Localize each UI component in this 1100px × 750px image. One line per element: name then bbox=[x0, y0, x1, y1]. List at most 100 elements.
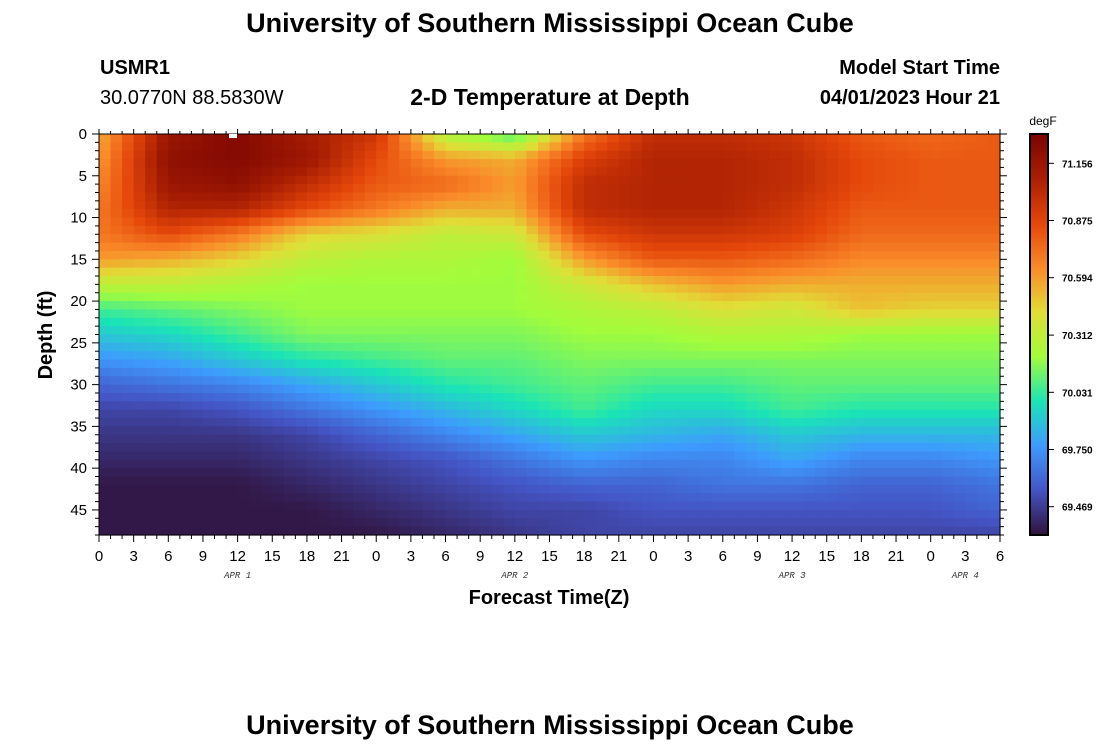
heatmap-cell bbox=[930, 317, 943, 327]
heatmap-cell bbox=[711, 292, 724, 302]
heatmap-cell bbox=[503, 434, 516, 444]
heatmap-cell bbox=[838, 418, 851, 427]
heatmap-cell bbox=[353, 134, 366, 143]
heatmap-cell bbox=[722, 159, 735, 169]
heatmap-cell bbox=[179, 234, 193, 244]
heatmap-cell bbox=[595, 142, 608, 152]
heatmap-cell bbox=[595, 468, 608, 478]
heatmap-cell bbox=[122, 250, 135, 260]
heatmap-cell bbox=[896, 267, 909, 277]
heatmap-cell bbox=[353, 409, 366, 419]
heatmap-cell bbox=[249, 309, 262, 319]
heatmap-cell bbox=[191, 242, 204, 252]
heatmap-cell bbox=[792, 434, 805, 444]
heatmap-cell bbox=[399, 309, 412, 319]
heatmap-cell bbox=[99, 209, 112, 219]
heatmap-cell bbox=[514, 276, 527, 285]
heatmap-cell bbox=[711, 242, 724, 252]
heatmap-cell bbox=[815, 217, 828, 227]
heatmap-cell bbox=[272, 367, 285, 377]
heatmap-cell bbox=[110, 159, 123, 169]
heatmap-cell bbox=[260, 209, 273, 219]
heatmap-cell bbox=[919, 142, 932, 152]
heatmap-cell bbox=[387, 459, 400, 469]
heatmap-cell bbox=[110, 359, 123, 369]
heatmap-cell bbox=[849, 184, 862, 194]
heatmap-cell bbox=[272, 200, 285, 210]
heatmap-cell bbox=[745, 351, 759, 361]
heatmap-cell bbox=[133, 493, 146, 503]
heatmap-cell bbox=[260, 351, 273, 361]
heatmap-cell bbox=[341, 250, 354, 260]
heatmap-cell bbox=[757, 150, 770, 160]
heatmap-cell bbox=[179, 493, 193, 503]
heatmap-cell bbox=[561, 326, 574, 336]
heatmap-cell bbox=[976, 518, 990, 528]
heatmap-cell bbox=[757, 309, 770, 319]
date-label: APR 1 bbox=[223, 571, 251, 581]
heatmap-cell bbox=[353, 259, 366, 269]
heatmap-cell bbox=[110, 367, 123, 377]
heatmap-cell bbox=[815, 476, 828, 486]
heatmap-cell bbox=[133, 376, 146, 386]
heatmap-cell bbox=[237, 134, 250, 143]
heatmap-cell bbox=[861, 200, 874, 210]
heatmap-cell bbox=[260, 359, 273, 369]
heatmap-cell bbox=[191, 518, 204, 528]
heatmap-cell bbox=[468, 209, 481, 219]
heatmap-cell bbox=[237, 326, 250, 336]
heatmap-cell bbox=[214, 384, 227, 394]
heatmap-cell bbox=[711, 459, 724, 469]
heatmap-cell bbox=[930, 351, 943, 361]
heatmap-cell bbox=[260, 276, 273, 285]
heatmap-cell bbox=[630, 409, 643, 419]
heatmap-cell bbox=[711, 159, 724, 169]
heatmap-cell bbox=[387, 309, 400, 319]
heatmap-cell bbox=[930, 284, 943, 294]
heatmap-cell bbox=[468, 434, 481, 444]
heatmap-cell bbox=[503, 309, 516, 319]
heatmap-cell bbox=[780, 351, 793, 361]
heatmap-cell bbox=[226, 267, 239, 277]
heatmap-cell bbox=[607, 451, 620, 461]
heatmap-cell bbox=[561, 426, 574, 436]
heatmap-cell bbox=[480, 150, 493, 160]
heatmap-cell bbox=[630, 276, 643, 285]
heatmap-cell bbox=[399, 401, 412, 411]
heatmap-cell bbox=[988, 175, 1001, 185]
heatmap-cell bbox=[122, 184, 135, 194]
heatmap-cell bbox=[745, 401, 759, 411]
heatmap-cell bbox=[618, 184, 631, 194]
heatmap-cell bbox=[641, 493, 655, 503]
heatmap-cell bbox=[179, 509, 193, 519]
heatmap-cell bbox=[226, 476, 239, 486]
heatmap-cell bbox=[768, 200, 782, 210]
heatmap-cell bbox=[122, 493, 135, 503]
heatmap-cell bbox=[688, 376, 701, 386]
y-tick-label: 15 bbox=[70, 251, 87, 268]
heatmap-cell bbox=[976, 175, 990, 185]
heatmap-cell bbox=[514, 309, 527, 319]
heatmap-cell bbox=[202, 317, 216, 327]
heatmap-cell bbox=[410, 376, 424, 386]
heatmap-cell bbox=[156, 217, 169, 227]
heatmap-cell bbox=[237, 359, 250, 369]
heatmap-cell bbox=[156, 184, 169, 194]
heatmap-cell bbox=[514, 267, 527, 277]
heatmap-cell bbox=[376, 301, 389, 311]
heatmap-cell bbox=[549, 159, 562, 169]
heatmap-cell bbox=[826, 342, 839, 352]
heatmap-cell bbox=[896, 342, 909, 352]
heatmap-cell bbox=[792, 225, 805, 235]
heatmap-cell bbox=[202, 209, 216, 219]
heatmap-cell bbox=[549, 342, 562, 352]
heatmap-cell bbox=[191, 217, 204, 227]
colorbar-tick-label: 70.312 bbox=[1062, 331, 1093, 342]
heatmap-cell bbox=[468, 451, 481, 461]
heatmap-cell bbox=[942, 284, 955, 294]
heatmap-cell bbox=[179, 292, 193, 302]
heatmap-cell bbox=[699, 175, 712, 185]
heatmap-cell bbox=[584, 526, 597, 536]
heatmap-cell bbox=[768, 276, 782, 285]
heatmap-cell bbox=[665, 317, 678, 327]
